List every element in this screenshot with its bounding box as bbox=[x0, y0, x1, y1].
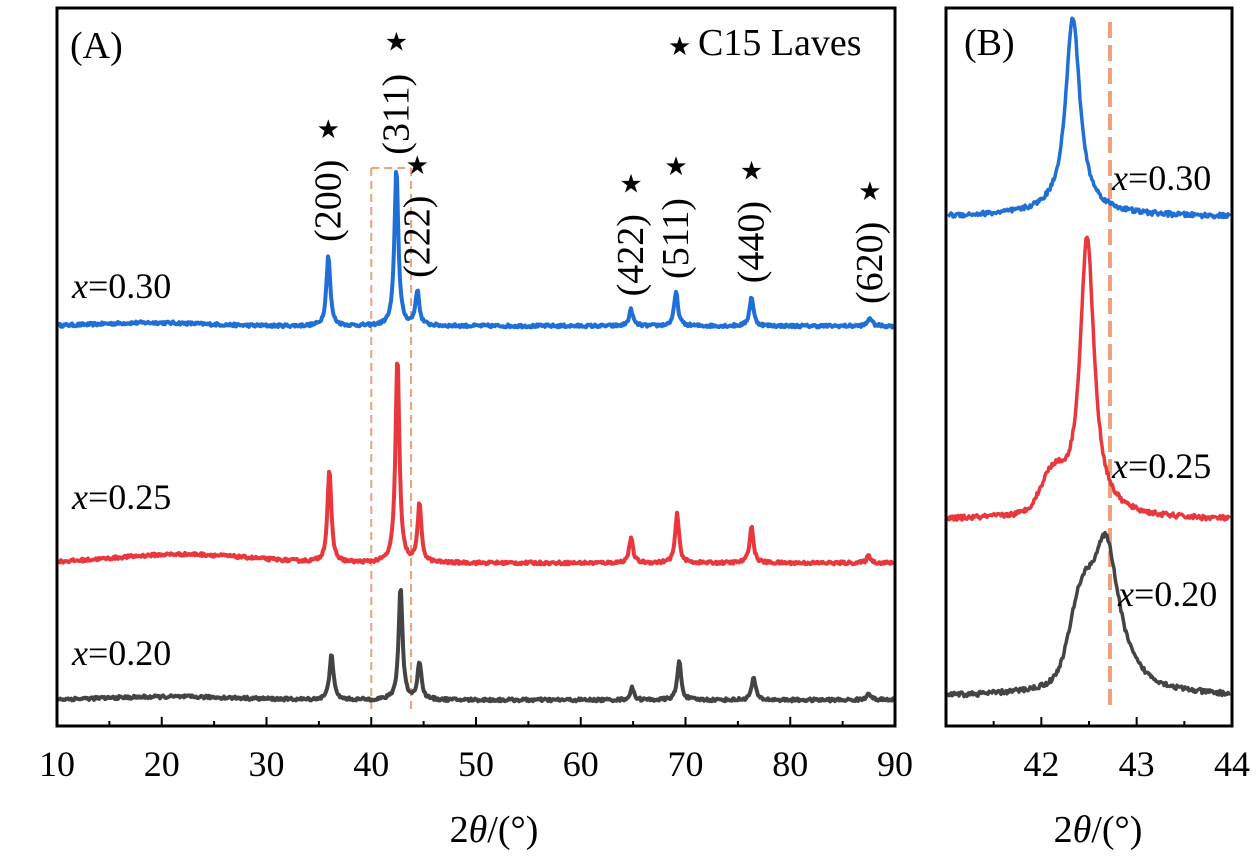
peak-label-3: (422) bbox=[610, 214, 652, 296]
panel-b-series bbox=[946, 16, 1232, 699]
panel-b-tick-label-2: 44 bbox=[1214, 744, 1250, 784]
panel-b-x-axis-label-suffix: /(°) bbox=[1091, 809, 1142, 851]
panel-b-series-label-value-1: =0.25 bbox=[1128, 446, 1211, 486]
panel-a-series-line-0 bbox=[56, 170, 896, 330]
panel-a-tick-label-4: 50 bbox=[458, 744, 494, 784]
peak-star-icon-1: ★ bbox=[385, 28, 408, 57]
panel-b-x-axis-label-symbol: θ bbox=[1073, 809, 1092, 851]
panel-b-series-label-value-2: =0.20 bbox=[1134, 574, 1217, 614]
panel-b-tick-label-0: 42 bbox=[1023, 744, 1059, 784]
panel-a-series bbox=[56, 170, 896, 704]
panel-a-tick-label-5: 60 bbox=[563, 744, 599, 784]
peak-star-icon-4: ★ bbox=[664, 152, 687, 181]
peak-star-icon-2: ★ bbox=[406, 151, 429, 180]
legend-star-icon: ★ bbox=[668, 32, 691, 61]
panel-a-series-line-2 bbox=[57, 588, 896, 704]
panel-a-series-label-value-0: =0.30 bbox=[88, 266, 171, 306]
legend: ★ C15 Laves bbox=[668, 22, 862, 64]
panel-b-series-label-value-0: =0.30 bbox=[1128, 158, 1211, 198]
panel-a-series-label-value-2: =0.20 bbox=[88, 633, 171, 673]
panel-b-series-line-0 bbox=[946, 16, 1232, 220]
panel-b-series-label-var-0: x bbox=[1111, 158, 1128, 198]
panel-a-series-label-2: x=0.20 bbox=[71, 633, 171, 673]
panel-a: 10 20 30 40 50 60 70 80 90 (200)★ (311)★(222)★(42… bbox=[39, 6, 913, 851]
panel-b-x-ticks: 42 43 44 bbox=[992, 717, 1250, 784]
peak-label-0: (200) bbox=[307, 160, 349, 242]
panel-a-guide-lines bbox=[370, 167, 413, 712]
panel-a-tick-label-7: 80 bbox=[772, 744, 808, 784]
panel-a-series-label-var-0: x bbox=[71, 266, 88, 306]
panel-a-series-line-1 bbox=[56, 361, 896, 567]
panel-a-frame bbox=[55, 6, 897, 728]
panel-a-series-label-var-2: x bbox=[71, 633, 88, 673]
peak-star-icon-3: ★ bbox=[619, 169, 642, 198]
panel-a-label: (A) bbox=[70, 25, 123, 67]
panel-b: 42 43 44 x=0.30x=0.25x=0.20 (B) 2θ/(°) bbox=[944, 6, 1250, 851]
panel-a-tick-label-8: 90 bbox=[877, 744, 913, 784]
panel-a-peak-labels: (200)★ (311)★(222)★(422)★(511)★(440)★(620… bbox=[307, 28, 891, 304]
panel-b-x-axis-label-prefix: 2 bbox=[1054, 809, 1073, 851]
panel-a-x-axis-label-suffix: /(°) bbox=[487, 809, 538, 851]
panel-a-series-label-0: x=0.30 bbox=[71, 266, 171, 306]
panel-b-tick-label-1: 43 bbox=[1119, 744, 1155, 784]
peak-label-4: (511) bbox=[655, 198, 697, 279]
peak-star-icon-5: ★ bbox=[740, 156, 763, 185]
panel-b-x-axis-label: 2θ/(°) bbox=[1054, 809, 1143, 851]
panel-b-series-label-1: x=0.25 bbox=[1111, 446, 1211, 486]
panel-b-series-label-var-1: x bbox=[1111, 446, 1128, 486]
peak-star-icon-0: ★ bbox=[317, 115, 340, 144]
panel-b-series-labels: x=0.30x=0.25x=0.20 bbox=[1111, 158, 1217, 614]
panel-a-series-label-var-1: x bbox=[71, 477, 88, 517]
peak-label-6: (620) bbox=[849, 222, 891, 304]
peak-label-2: (222) bbox=[396, 196, 438, 278]
panel-a-tick-label-2: 30 bbox=[249, 744, 285, 784]
panel-b-series-line-2 bbox=[946, 530, 1232, 699]
legend-label: C15 Laves bbox=[698, 22, 862, 64]
panel-a-x-axis-label: 2θ/(°) bbox=[450, 809, 539, 851]
panel-b-series-label-var-2: x bbox=[1117, 574, 1134, 614]
peak-label-1: (311) bbox=[375, 74, 417, 155]
panel-b-frame bbox=[944, 6, 1234, 728]
panel-b-series-label-0: x=0.30 bbox=[1111, 158, 1211, 198]
peak-label-5: (440) bbox=[730, 201, 772, 283]
panel-a-series-label-value-1: =0.25 bbox=[88, 477, 171, 517]
panel-b-series-line-1 bbox=[946, 235, 1232, 522]
panel-a-x-axis-label-prefix: 2 bbox=[450, 809, 469, 851]
panel-a-x-ticks: 10 20 30 40 50 60 70 80 90 bbox=[39, 717, 913, 784]
panel-a-x-axis-label-symbol: θ bbox=[469, 809, 488, 851]
panel-a-tick-label-3: 40 bbox=[353, 744, 389, 784]
panel-a-tick-label-6: 70 bbox=[668, 744, 704, 784]
panel-a-series-labels: x=0.30x=0.25x=0.20 bbox=[71, 266, 171, 673]
peak-star-icon-6: ★ bbox=[858, 177, 881, 206]
panel-b-series-label-2: x=0.20 bbox=[1117, 574, 1217, 614]
panel-b-label: (B) bbox=[964, 22, 1015, 64]
panel-a-tick-label-0: 10 bbox=[39, 744, 75, 784]
panel-a-tick-label-1: 20 bbox=[144, 744, 180, 784]
panel-a-series-label-1: x=0.25 bbox=[71, 477, 171, 517]
